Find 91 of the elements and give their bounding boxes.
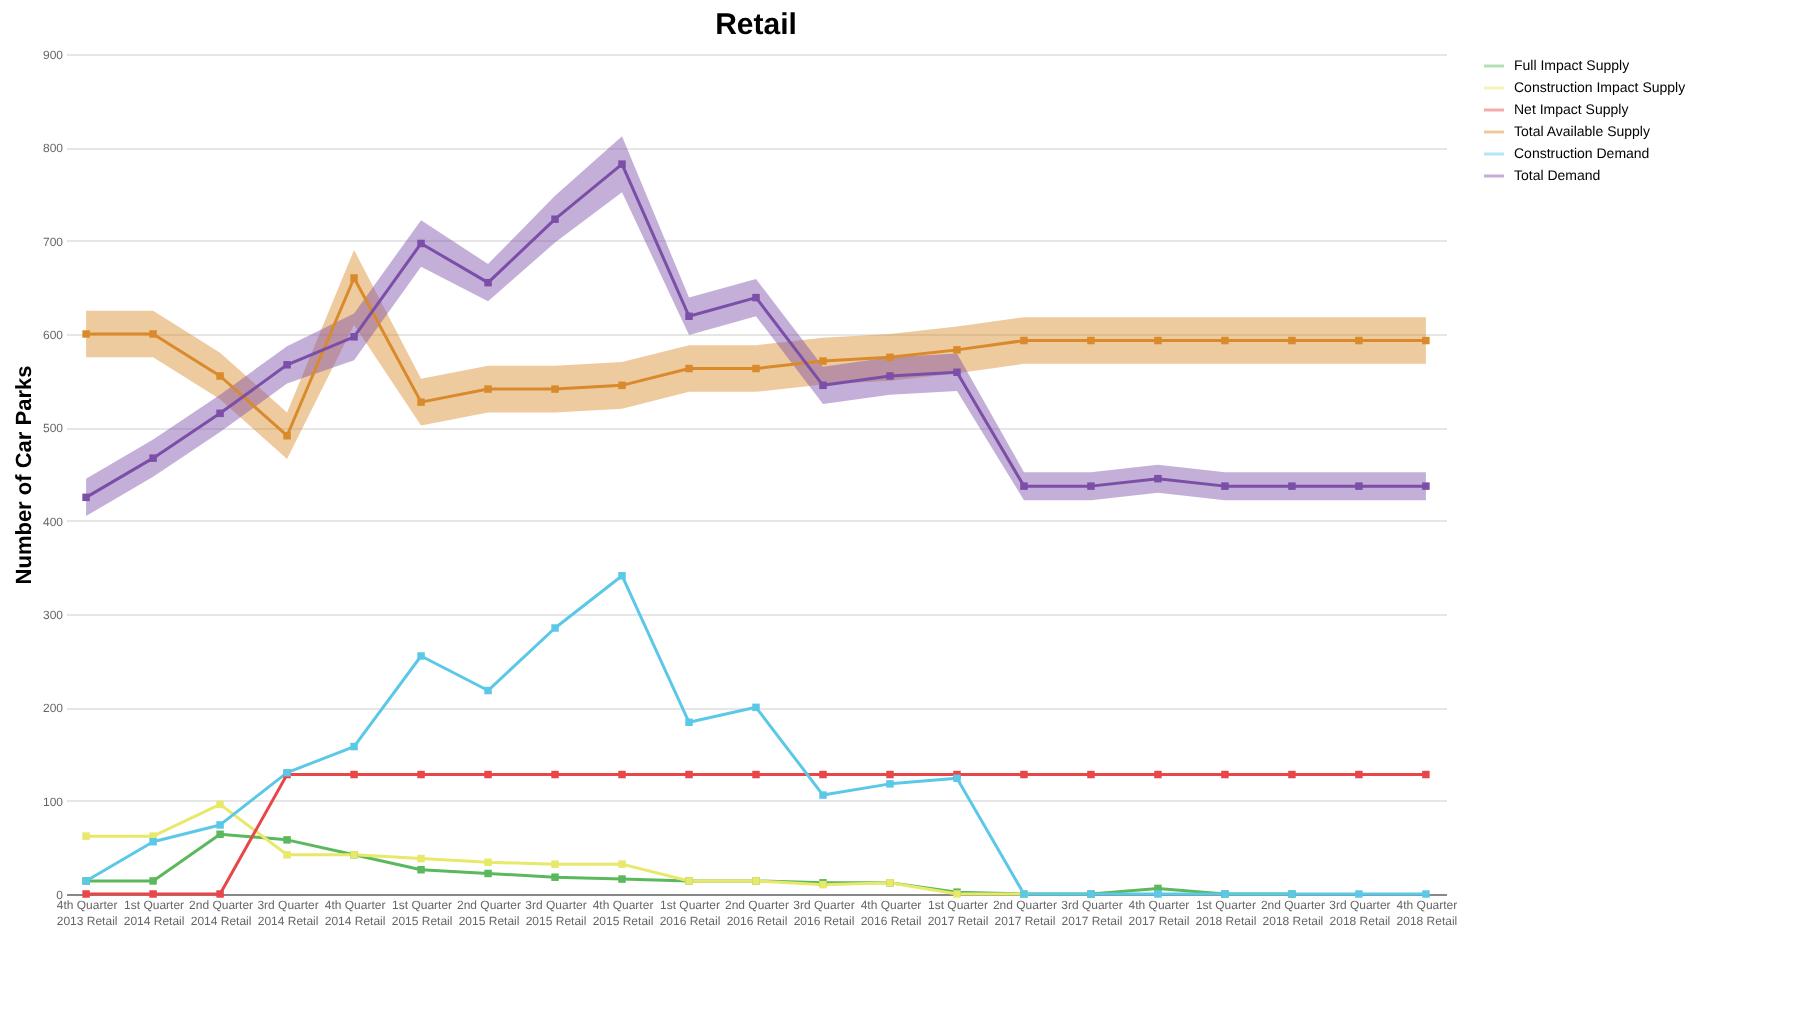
point: [819, 791, 827, 799]
point: [1087, 770, 1095, 779]
point: [551, 860, 559, 868]
point: [216, 409, 224, 418]
y-axis-title: Number of Car Parks: [12, 365, 37, 585]
point: [1288, 336, 1296, 345]
point: [283, 836, 291, 844]
point: [953, 346, 961, 354]
point: [149, 330, 157, 338]
point: [685, 718, 693, 727]
point: [149, 877, 157, 885]
point: [283, 431, 291, 440]
point: [216, 372, 224, 380]
point: [484, 858, 492, 867]
point: [752, 703, 760, 712]
point: [618, 160, 626, 168]
point: [484, 770, 492, 779]
point: [283, 361, 291, 369]
point: [1020, 336, 1028, 345]
point: [149, 454, 157, 462]
point: [350, 742, 358, 751]
point: [216, 800, 224, 809]
point: [484, 278, 492, 287]
point: [149, 837, 157, 846]
point: [1355, 770, 1363, 779]
point: [685, 364, 693, 373]
point: [350, 333, 358, 341]
point: [886, 780, 894, 788]
point: [484, 686, 492, 695]
point: [1154, 890, 1162, 898]
point: [1221, 482, 1229, 490]
point: [216, 821, 224, 829]
point: [685, 770, 693, 779]
point: [618, 875, 626, 883]
point: [618, 571, 626, 580]
point: [685, 312, 693, 321]
point: [82, 330, 90, 338]
point: [752, 770, 760, 779]
point: [618, 770, 626, 779]
point: [417, 398, 425, 406]
point: [1087, 336, 1095, 345]
point: [1422, 336, 1430, 345]
point: [1422, 482, 1430, 490]
point: [819, 357, 827, 365]
point: [82, 493, 90, 502]
point: [1154, 336, 1162, 345]
point: [752, 293, 760, 302]
point: [819, 381, 827, 390]
point: [82, 832, 90, 840]
point: [1422, 890, 1430, 898]
point: [350, 274, 358, 282]
point: [551, 624, 559, 632]
point: [1154, 770, 1162, 779]
point: [886, 372, 894, 380]
point: [1288, 482, 1296, 490]
point: [417, 770, 425, 779]
point: [618, 860, 626, 868]
point: [819, 770, 827, 779]
point: [216, 890, 224, 898]
point: [618, 381, 626, 390]
point: [149, 890, 157, 898]
point: [551, 215, 559, 223]
point: [1355, 336, 1363, 345]
point: [1221, 336, 1229, 345]
point: [350, 770, 358, 779]
point: [886, 770, 894, 779]
point: [417, 865, 425, 874]
point: [1288, 770, 1296, 779]
point: [484, 869, 492, 878]
point: [551, 385, 559, 393]
point: [886, 353, 894, 362]
point: [1355, 890, 1363, 898]
chart-title: Retail: [715, 8, 797, 42]
point: [551, 770, 559, 779]
point: [1154, 474, 1162, 483]
point: [283, 851, 291, 859]
point: [752, 364, 760, 373]
point: [417, 854, 425, 863]
point: [1221, 770, 1229, 779]
point: [417, 652, 425, 660]
point: [551, 873, 559, 881]
point: [1020, 482, 1028, 490]
point: [953, 368, 961, 377]
point: [484, 385, 492, 393]
point: [1087, 482, 1095, 490]
point: [82, 890, 90, 898]
point: [1355, 482, 1363, 490]
point: [1020, 770, 1028, 779]
point: [417, 239, 425, 248]
point: [216, 830, 224, 839]
point: [1422, 770, 1430, 779]
